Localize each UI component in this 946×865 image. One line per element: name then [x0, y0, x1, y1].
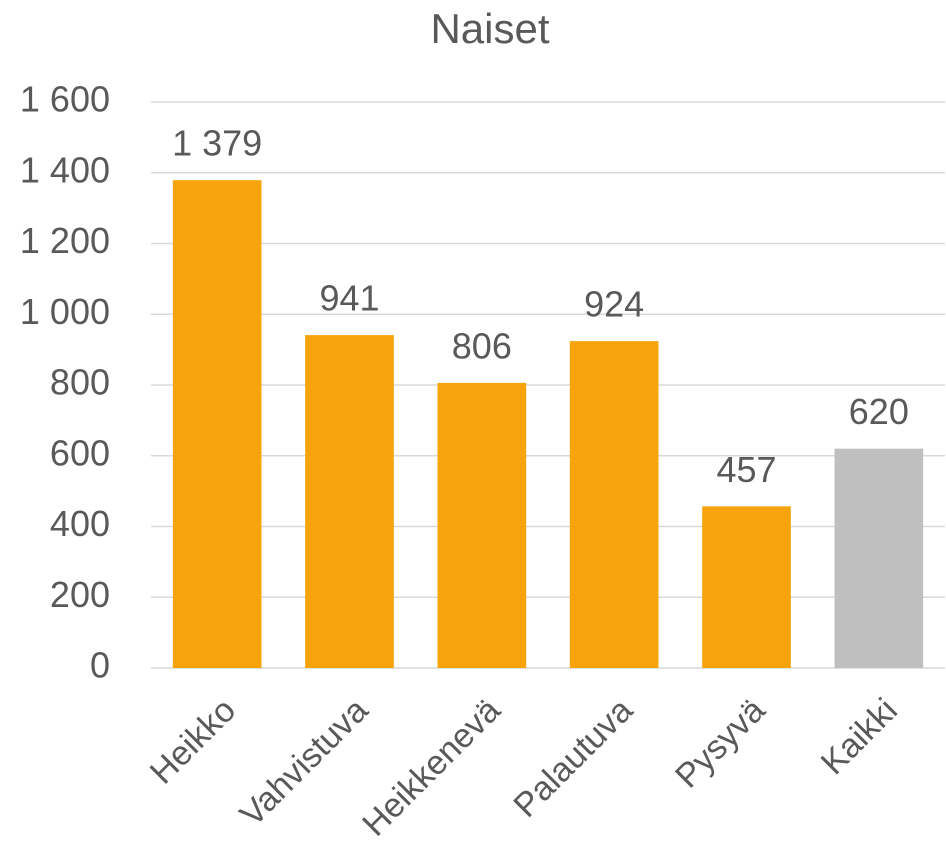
bar [172, 180, 262, 668]
bar [305, 335, 394, 668]
x-tick-label: Vahvistuva [233, 691, 376, 834]
x-tick-label: Pysyvä [668, 691, 772, 795]
data-label: 924 [584, 284, 644, 325]
x-tick-label: Heikko [143, 691, 243, 791]
data-label: 457 [716, 449, 776, 490]
data-label: 620 [849, 391, 909, 432]
x-tick-label: Palautuva [506, 691, 640, 825]
y-tick-label: 1 400 [20, 149, 110, 190]
bar [834, 448, 924, 668]
bar [702, 506, 791, 668]
data-label: 941 [319, 278, 379, 319]
y-tick-label: 1 200 [20, 220, 110, 261]
chart-title: Naiset [430, 5, 549, 52]
x-tick-label: Kaikki [814, 691, 905, 782]
data-label: 1 379 [172, 123, 262, 164]
y-tick-label: 400 [50, 503, 110, 544]
bar [437, 382, 527, 668]
x-tick-label: Heikkenevä [355, 691, 508, 844]
y-tick-label: 600 [50, 432, 110, 473]
y-tick-label: 1 600 [20, 79, 110, 120]
data-label: 806 [452, 325, 512, 366]
y-tick-label: 1 000 [20, 291, 110, 332]
bar [569, 341, 659, 668]
y-tick-label: 0 [90, 645, 110, 686]
y-tick-label: 200 [50, 574, 110, 615]
y-tick-label: 800 [50, 362, 110, 403]
